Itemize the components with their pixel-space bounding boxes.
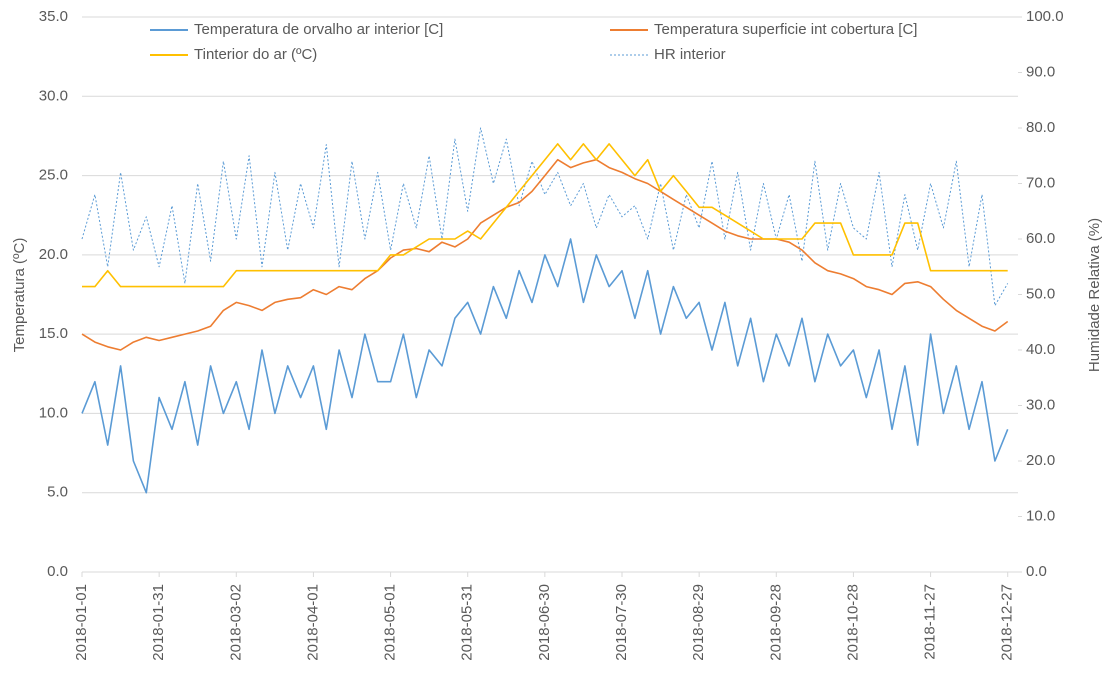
x-tick-label: 2018-11-27 (922, 584, 939, 660)
y-tick-label: 30.0 (39, 87, 68, 104)
x-tick-label: 2018-08-29 (690, 584, 707, 661)
series-line (81, 127, 1009, 307)
x-tick-label: 2018-07-30 (613, 584, 630, 661)
y2-tick-label: 20.0 (1026, 452, 1055, 469)
y-tick-label: 0.0 (47, 563, 68, 580)
y2-tick-label: 70.0 (1026, 174, 1055, 191)
legend-label: HR interior (654, 46, 726, 63)
y2-tick-label: 80.0 (1026, 119, 1055, 136)
y-tick-label: 20.0 (39, 246, 68, 263)
y2-tick-label: 100.0 (1026, 8, 1064, 25)
x-tick-label: 2018-01-31 (150, 584, 167, 661)
x-tick-label: 2018-09-28 (767, 584, 784, 661)
y-tick-label: 15.0 (39, 325, 68, 342)
x-tick-label: 2018-04-01 (304, 584, 321, 661)
y2-tick-label: 30.0 (1026, 396, 1055, 413)
y2-axis-title: Humidade Relativa (%) (1086, 218, 1103, 372)
y2-tick-label: 90.0 (1026, 63, 1055, 80)
x-tick-label: 2018-05-31 (459, 584, 476, 661)
legend-label: Tinterior do ar (ºC) (194, 46, 317, 63)
series-line (81, 238, 1009, 494)
legend-label: Temperatura de orvalho ar interior [C] (194, 21, 443, 38)
y-axis-title: Temperatura (ºC) (11, 238, 28, 353)
y2-tick-label: 50.0 (1026, 285, 1055, 302)
x-tick-label: 2018-12-27 (999, 584, 1016, 661)
y-tick-label: 25.0 (39, 167, 68, 184)
y2-tick-label: 40.0 (1026, 341, 1055, 358)
x-tick-label: 2018-06-30 (536, 584, 553, 661)
y2-tick-label: 60.0 (1026, 230, 1055, 247)
x-tick-label: 2018-03-02 (227, 584, 244, 661)
series-line (81, 158, 1009, 351)
y-tick-label: 5.0 (47, 484, 68, 501)
series-line (82, 143, 1008, 288)
x-tick-label: 2018-10-28 (844, 584, 861, 661)
y-tick-label: 10.0 (39, 404, 68, 421)
y2-tick-label: 0.0 (1026, 563, 1047, 580)
legend-label: Temperatura superficie int cobertura [C] (654, 21, 917, 38)
x-tick-label: 2018-05-01 (382, 584, 399, 661)
y2-tick-label: 10.0 (1026, 507, 1055, 524)
y-tick-label: 35.0 (39, 8, 68, 25)
x-tick-label: 2018-01-01 (73, 584, 90, 661)
